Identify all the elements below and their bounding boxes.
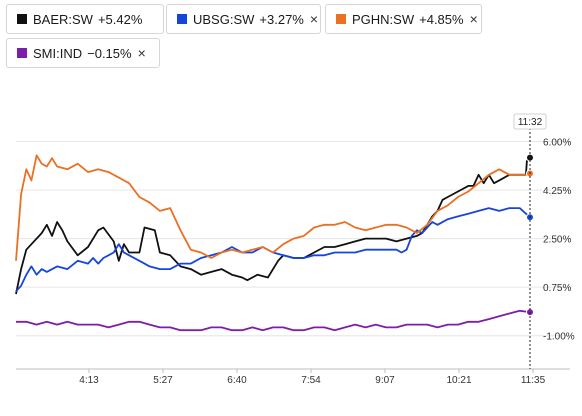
y-tick-label: 0.75% [543,283,571,294]
series-line [15,207,531,292]
series-line [16,309,531,332]
ubsg-remove-close-icon[interactable]: × [309,11,319,27]
legend-chip-baer[interactable]: BAER:SW +5.42% [6,4,164,34]
x-tick-label: 11:35 [521,375,546,386]
pghn-swatch [336,14,346,24]
legend-chip-pghn[interactable]: PGHN:SW +4.85% × [325,4,482,34]
pghn-remove-close-icon[interactable]: × [469,11,478,27]
smi-remove-close-icon[interactable]: × [137,45,146,61]
x-tick-label: 9:07 [375,375,395,386]
x-tick-label: 6:40 [227,375,247,386]
baer-ticker: BAER:SW [33,11,93,27]
y-tick-label: 4.25% [543,186,571,197]
pghn-ticker: PGHN:SW [352,11,415,27]
legend-chip-smi[interactable]: SMI:IND −0.15% × [6,38,160,68]
x-tick-label: 7:54 [301,375,321,386]
series-lines [15,153,534,332]
series-line [15,154,531,261]
baer-change: +5.42% [97,11,143,27]
smi-swatch [17,48,27,58]
ubsg-swatch [177,14,187,24]
legend: BAER:SW +5.42% UBSG:SW +3.27% × PGHN:SW … [0,0,582,80]
smi-ticker: SMI:IND [33,45,83,61]
baer-swatch [17,14,27,24]
smi-change: −0.15% [87,45,132,61]
x-tick-label: 4:13 [79,375,99,386]
crosshair-time-label: 11:32 [518,117,543,128]
series-line [15,156,531,295]
y-tick-label: 2.50% [543,235,571,246]
legend-chip-ubsg[interactable]: UBSG:SW +3.27% × [166,4,321,34]
crosshair: 11:32 [513,113,547,369]
ubsg-ticker: UBSG:SW [193,11,255,27]
x-tick-label: 10:21 [446,375,471,386]
ubsg-change: +3.27% [259,11,304,27]
x-tick-label: 5:27 [153,375,173,386]
grid [16,141,570,337]
axes: 6.00% 4.25% 2.50% 0.75% -1.00% 4:13 5:27 6:40 7:… [16,138,575,386]
y-tick-label: 6.00% [543,138,571,149]
pghn-change: +4.85% [419,11,464,27]
crosshair-time-box [513,113,547,130]
y-tick-label: -1.00% [543,332,575,343]
